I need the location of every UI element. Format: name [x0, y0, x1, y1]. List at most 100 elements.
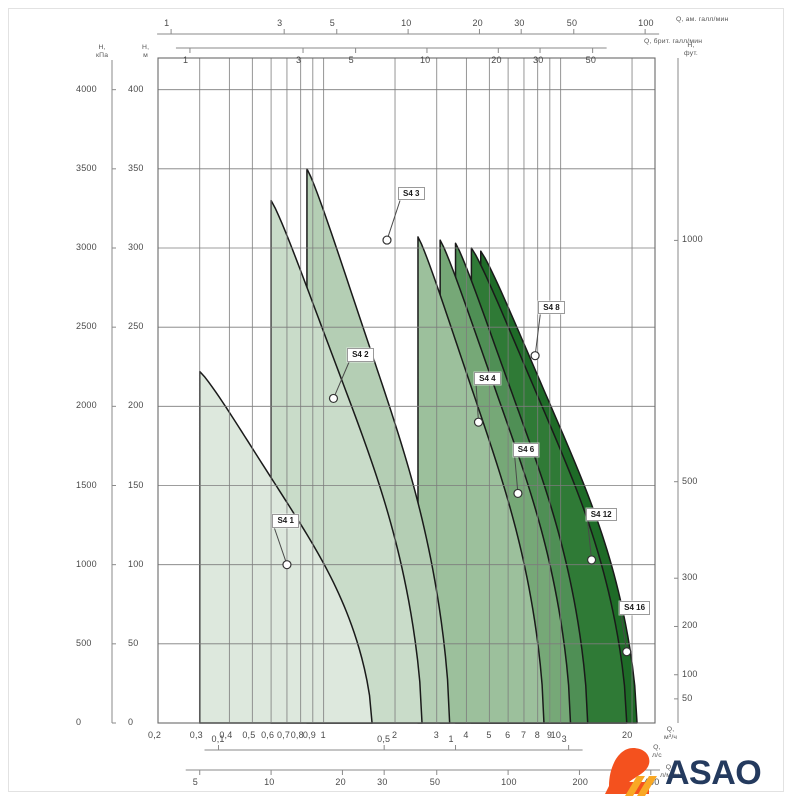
axis-x-tick: 0,2 [148, 730, 162, 740]
axis-bottom-lmin-tick: 200 [572, 777, 589, 787]
axis-label-q-usgpm: Q, ам. галл/мин [676, 16, 729, 23]
curve-label-s4-2[interactable]: S4 2 [347, 348, 374, 362]
axis-label-q-m3h: Q, м³/ч [664, 726, 678, 742]
axis-top-usgpm [157, 29, 660, 35]
axis-y-ft-tick: 1000 [682, 234, 703, 245]
axis-x-tick: 0,6 [261, 730, 275, 740]
curve-s4-4 [417, 236, 545, 724]
axis-bottom-lmin-tick: 30 [377, 777, 388, 787]
axis-x-tick: 0,9 [302, 730, 316, 740]
axis-label-h-ft: H, фут. [684, 42, 698, 58]
curve-label-s4-1[interactable]: S4 1 [272, 514, 299, 528]
axis-y-kpa-tick: 500 [76, 637, 92, 648]
axis-x-tick: 9 [546, 730, 553, 740]
axis-x-tick: 2 [392, 730, 398, 740]
axis-top-impgpm-tick: 5 [348, 55, 354, 65]
axis-bottom-ls-tick: 0,5 [377, 734, 391, 744]
marker-s4-2[interactable] [328, 393, 339, 404]
curve-label-s4-6[interactable]: S4 6 [512, 443, 540, 457]
axis-top-usgpm-tick: 5 [329, 18, 335, 28]
axis-y-m-tick: 100 [128, 558, 144, 569]
axis-bottom-ls [204, 745, 583, 751]
marker-s4-1[interactable] [282, 560, 292, 570]
axis-top-usgpm-tick: 1 [164, 18, 170, 28]
axis-x-tick: 5 [486, 730, 492, 740]
axis-y-m-tick: 350 [128, 162, 144, 173]
axis-x-tick: 1 [320, 730, 326, 740]
axis-x-tick: 10 [550, 730, 562, 740]
axis-bottom-ls-tick: 0,1 [211, 734, 225, 744]
curve-label-s4-12[interactable]: S4 12 [585, 507, 617, 522]
axis-label-q-lmin: Q, л/мин [660, 764, 680, 780]
axis-y-kpa-tick: 1500 [76, 479, 97, 490]
asao-mark-icon [605, 748, 657, 796]
axis-bottom-ls-tick: 3 [561, 734, 567, 744]
marker-s4-12[interactable] [586, 555, 597, 565]
axis-y-ft-tick: 50 [682, 692, 693, 703]
axis-bottom-lmin-tick: 5 [192, 777, 198, 787]
axis-label-q-ls: Q, л/с [652, 744, 662, 760]
axis-top-usgpm-tick: 3 [277, 18, 283, 28]
axis-bottom-lmin-tick: 100 [501, 777, 517, 787]
axis-x-tick: 0,3 [189, 730, 203, 740]
axis-y-m-tick: 250 [128, 321, 144, 332]
axis-x-tick: 3 [433, 730, 439, 740]
axis-label-h-kpa: H, кПа [96, 44, 109, 60]
curve-label-s4-4[interactable]: S4 4 [474, 371, 501, 386]
axis-y-ft-tick: 500 [682, 475, 698, 486]
axis-y-m-tick: 0 [128, 717, 134, 727]
asao-logo-text: ASAO [665, 754, 762, 792]
axis-label-q-impgpm: Q, брит. галл/мин [644, 38, 703, 45]
curve-label-s4-16[interactable]: S4 16 [619, 601, 651, 615]
axis-y-m-tick: 300 [128, 242, 144, 252]
axis-top-usgpm-tick: 50 [566, 18, 578, 28]
marker-s4-3[interactable] [382, 235, 392, 245]
axis-top-usgpm-tick: 100 [638, 18, 654, 28]
curve-label-s4-8[interactable]: S4 8 [538, 300, 565, 314]
axis-top-impgpm-tick: 1 [182, 55, 189, 65]
axis-y-ft-tick: 300 [682, 572, 698, 583]
axis-y-kpa-tick: 3000 [76, 242, 97, 252]
marker-s4-16[interactable] [622, 647, 632, 657]
axis-bottom-lmin-tick: 10 [264, 777, 275, 787]
axis-x-tick: 0,5 [242, 730, 256, 740]
marker-s4-6[interactable] [513, 488, 523, 499]
axis-y-ft-tick: 100 [682, 668, 698, 679]
axis-top-impgpm-tick: 50 [585, 55, 597, 65]
axis-y-kpa-tick: 3500 [76, 162, 97, 173]
axis-x-tick: 6 [505, 730, 511, 740]
axis-top-impgpm-tick: 3 [296, 55, 302, 65]
axis-y-kpa-tick: 0 [76, 717, 82, 727]
axis-y-m-tick: 400 [128, 83, 144, 94]
marker-s4-4[interactable] [473, 417, 484, 427]
axis-y-m-tick: 150 [128, 479, 144, 490]
axis-bottom-lmin-tick: 20 [335, 777, 346, 787]
axis-y-m-tick: 50 [128, 637, 139, 648]
axis-top-impgpm-tick: 30 [533, 55, 544, 65]
axis-y-kpa-tick: 1000 [76, 558, 97, 569]
axis-x-tick: 0,8 [290, 730, 304, 740]
axis-bottom-ls-tick: 1 [448, 734, 454, 744]
curve-label-s4-3[interactable]: S4 3 [398, 186, 425, 200]
marker-s4-8[interactable] [530, 351, 540, 361]
axis-bottom-lmin-tick: 50 [429, 777, 441, 787]
axis-y-kpa-tick: 4000 [76, 83, 97, 94]
axis-top-usgpm-tick: 20 [472, 18, 483, 28]
axis-x-tick: 20 [622, 730, 633, 740]
axis-label-h-m: H, м [142, 44, 150, 60]
asao-logo: ASAO [595, 740, 795, 798]
axis-x-tick: 4 [463, 730, 469, 740]
axis-x-tick: 0,7 [276, 730, 291, 740]
axis-top-impgpm-tick: 10 [419, 55, 431, 65]
axis-x-tick: 0,4 [219, 730, 233, 740]
axis-top-impgpm-tick: 20 [491, 55, 502, 65]
axis-x-tick: 8 [534, 730, 540, 740]
curve-s4-1 [198, 370, 373, 724]
axis-y-m-tick: 200 [128, 400, 144, 411]
axis-y-kpa-tick: 2000 [76, 400, 97, 411]
axis-bottom-lmin [185, 769, 660, 775]
axis-top-usgpm-tick: 10 [401, 18, 412, 28]
axis-x-tick: 7 [520, 730, 527, 740]
